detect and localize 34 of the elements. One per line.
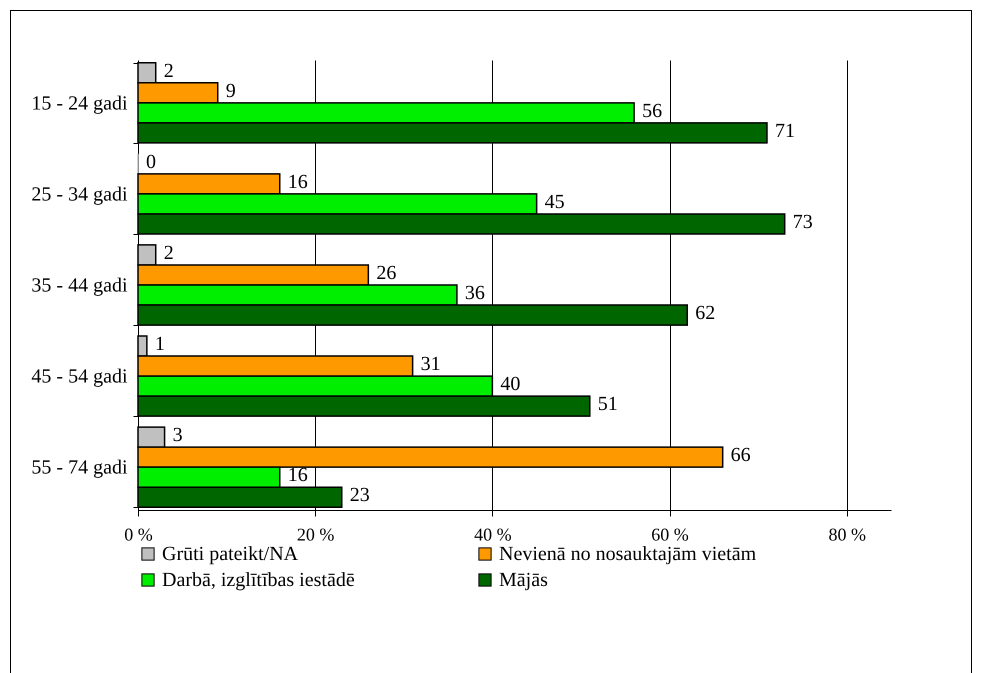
x-tick-label: 40 % xyxy=(474,524,512,544)
y-tick-label: 35 - 44 gadi xyxy=(31,274,128,296)
data-label: 3 xyxy=(172,424,183,446)
data-label: 36 xyxy=(464,282,485,304)
data-label: 1 xyxy=(154,333,165,356)
x-tick-label: 0 % xyxy=(124,524,153,544)
data-label: 40 xyxy=(500,373,520,396)
data-label: 2 xyxy=(164,60,174,82)
data-label: 56 xyxy=(642,100,662,122)
data-label: 73 xyxy=(792,210,813,233)
x-tick-label: 60 % xyxy=(651,524,689,544)
legend-label: Mājās xyxy=(499,569,548,591)
data-label: 71 xyxy=(774,120,795,142)
data-label: 0 xyxy=(146,150,156,173)
data-label: 62 xyxy=(695,302,716,324)
data-label: 31 xyxy=(420,353,441,376)
data-label: 51 xyxy=(598,393,618,416)
y-tick-label: 15 - 24 gadi xyxy=(31,92,128,114)
y-tick-label: 45 - 54 gadi xyxy=(31,366,128,388)
data-label: 23 xyxy=(350,484,370,506)
data-label: 26 xyxy=(376,262,396,284)
y-tick-label: 25 - 34 gadi xyxy=(31,183,128,206)
legend-label: Darbā, izglītības iestādē xyxy=(162,569,355,591)
legend-label: Grūti pateikt/NA xyxy=(162,543,299,565)
data-label: 9 xyxy=(226,80,236,102)
data-label: 45 xyxy=(544,190,565,213)
data-label: 16 xyxy=(288,170,308,193)
legend-label: Nevienā no nosauktajām vietām xyxy=(499,543,757,565)
data-label: 66 xyxy=(730,444,751,466)
x-tick-label: 80 % xyxy=(828,524,866,544)
data-label: 2 xyxy=(164,242,174,264)
x-tick-label: 20 % xyxy=(296,524,334,544)
y-tick-label: 55 - 74 gadi xyxy=(31,456,128,479)
data-label: 16 xyxy=(288,464,308,486)
